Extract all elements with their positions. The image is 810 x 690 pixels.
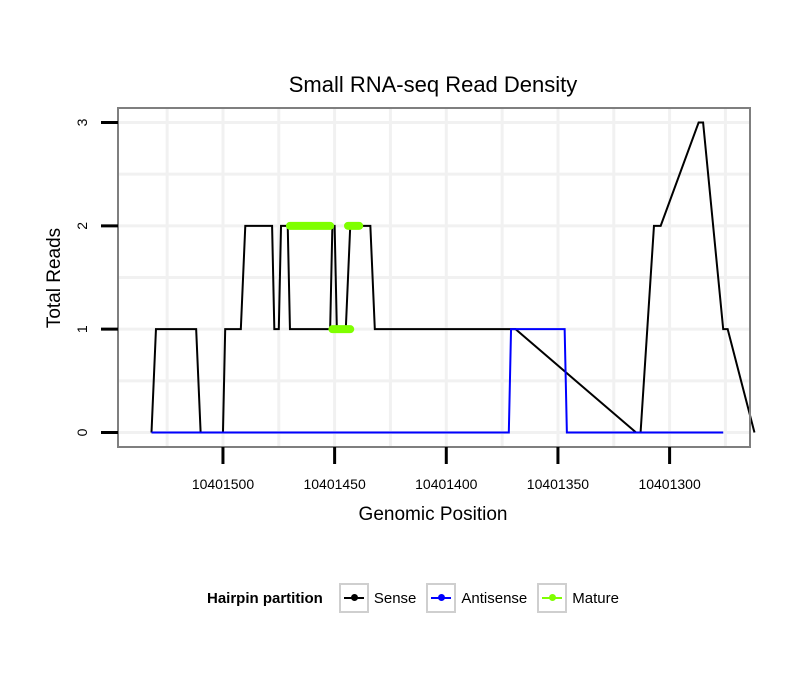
axes: 10401500 10401450 10401400 10401350 10401300… — [74, 118, 701, 492]
legend-key-antisense — [426, 583, 457, 613]
legend: Hairpin partition Sense Antisense Mature — [207, 578, 629, 618]
plot-border — [117, 107, 751, 448]
x-tick-label: 10401500 — [192, 476, 255, 492]
legend-item-sense: Sense — [338, 583, 423, 613]
legend-key-sense — [338, 583, 369, 613]
y-tick-label: 0 — [74, 428, 90, 436]
y-tick-label: 3 — [74, 118, 90, 126]
legend-item-mature: Mature — [537, 583, 625, 613]
y-axis-label: Total Reads — [44, 228, 65, 328]
legend-label-antisense: Antisense — [461, 589, 528, 607]
x-tick-label: 10401300 — [638, 476, 701, 492]
y-tick-label: 1 — [74, 325, 90, 333]
y-tick-label: 2 — [74, 222, 90, 230]
legend-label-sense: Sense — [373, 589, 417, 607]
legend-label-mature: Mature — [572, 589, 619, 607]
legend-item-antisense: Antisense — [426, 583, 533, 613]
x-tick-label: 10401350 — [527, 476, 590, 492]
x-tick-label: 10401400 — [415, 476, 478, 492]
x-tick-label: 10401450 — [303, 476, 366, 492]
series-antisense-line — [151, 328, 724, 434]
legend-key-mature — [537, 583, 568, 613]
chart-title: Small RNA-seq Read Density — [289, 72, 578, 97]
x-axis-label: Genomic Position — [359, 504, 508, 525]
legend-title: Hairpin partition — [207, 589, 323, 607]
series-layer — [150, 121, 756, 434]
